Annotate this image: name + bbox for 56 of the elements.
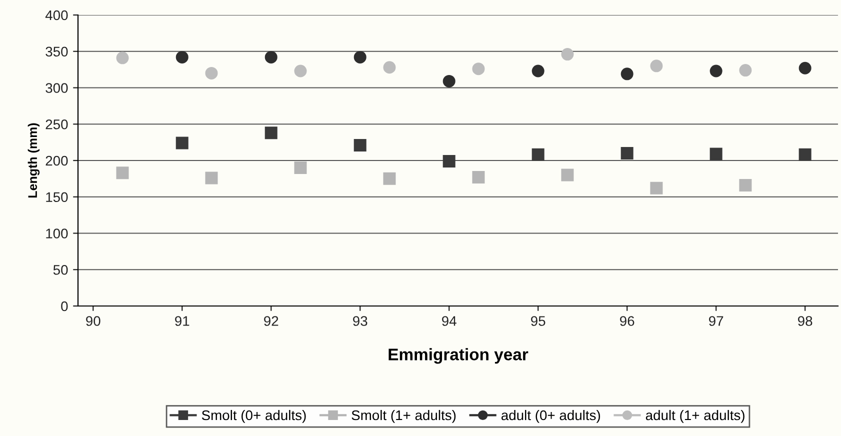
x-tick-label: 98	[798, 316, 812, 326]
y-tick-label: 350	[46, 46, 68, 57]
point	[442, 154, 456, 168]
point	[442, 74, 456, 88]
point	[176, 50, 188, 64]
y-tick-label: 300	[46, 83, 68, 93]
legend-label: adult (1+ adults)	[646, 410, 744, 423]
x-tick-label: 95	[531, 316, 546, 326]
point	[710, 64, 722, 78]
point	[116, 52, 129, 64]
y-axis-title: Length (mm)	[28, 123, 40, 198]
point	[561, 168, 574, 182]
point	[710, 148, 722, 160]
legend-label: Smolt (1+ adults)	[352, 410, 456, 423]
y-tick-label: 0	[61, 301, 68, 312]
x-tick-label: 97	[709, 316, 724, 326]
point	[205, 66, 218, 80]
y-tick-label: 100	[46, 228, 68, 238]
point	[739, 64, 752, 77]
point	[650, 60, 663, 72]
point	[798, 148, 812, 161]
point	[116, 166, 129, 180]
point	[176, 136, 188, 150]
point	[354, 50, 366, 64]
x-tick-label: 94	[442, 316, 456, 326]
x-tick-label: 91	[175, 316, 190, 326]
y-tick-label: 150	[46, 192, 68, 202]
legend-label: adult (0+ adults)	[501, 410, 600, 423]
point	[264, 126, 278, 140]
y-tick-label: 200	[46, 156, 68, 166]
point	[650, 182, 663, 194]
x-tick-label: 90	[86, 316, 100, 326]
point	[294, 64, 307, 78]
point	[294, 162, 307, 174]
y-tick-label: 250	[46, 119, 68, 130]
point	[532, 64, 544, 78]
point	[472, 170, 485, 184]
point	[383, 172, 396, 185]
point	[620, 68, 634, 80]
legend-label: Smolt (0+ adults)	[202, 410, 306, 423]
point	[739, 178, 752, 192]
y-tick-label: 400	[45, 10, 68, 20]
point	[532, 148, 544, 161]
point	[561, 48, 574, 61]
point	[264, 50, 278, 64]
x-tick-label: 93	[353, 316, 368, 326]
point	[205, 172, 218, 184]
point	[383, 61, 396, 74]
point	[354, 138, 366, 152]
x-tick-label: 96	[620, 316, 634, 326]
point	[472, 62, 485, 76]
y-tick-label: 50	[53, 264, 68, 275]
point	[798, 62, 812, 74]
x-tick-label: 92	[264, 316, 278, 326]
x-axis-title: Emmigration year	[388, 348, 528, 364]
point	[620, 146, 634, 160]
